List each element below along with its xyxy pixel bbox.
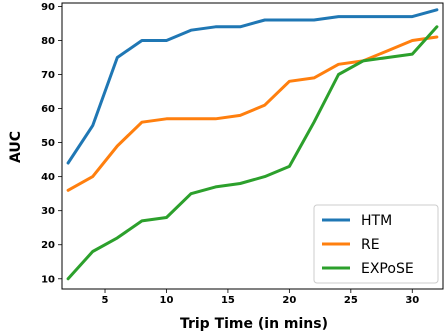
y-tick-label: 20 xyxy=(41,240,55,251)
x-tick-label: 30 xyxy=(405,295,419,306)
y-tick-label: 70 xyxy=(41,70,55,81)
series-line-re xyxy=(66,35,439,192)
y-tick-label: 60 xyxy=(41,104,55,115)
series-line-expose xyxy=(66,25,439,281)
legend-label-expose: EXPoSE xyxy=(361,261,414,277)
y-tick-label: 50 xyxy=(41,138,55,149)
x-axis-label: Trip Time (in mins) xyxy=(180,316,328,332)
y-tick-label: 90 xyxy=(41,2,55,13)
y-tick-label: 10 xyxy=(41,274,55,285)
legend-label-re: RE xyxy=(361,237,380,253)
legend-label-htm: HTM xyxy=(361,213,392,229)
x-tick-label: 20 xyxy=(282,295,296,306)
x-tick-label: 10 xyxy=(160,295,174,306)
y-axis-label: AUC xyxy=(8,131,24,163)
series-line-htm xyxy=(66,8,439,165)
x-tick-label: 25 xyxy=(344,295,358,306)
x-tick-label: 15 xyxy=(221,295,235,306)
y-tick-label: 80 xyxy=(41,36,55,47)
plot-frame xyxy=(61,2,444,290)
y-tick-label: 40 xyxy=(41,172,55,183)
y-tick-label: 30 xyxy=(41,206,55,217)
x-tick-label: 5 xyxy=(102,295,109,306)
legend-box xyxy=(313,204,439,284)
